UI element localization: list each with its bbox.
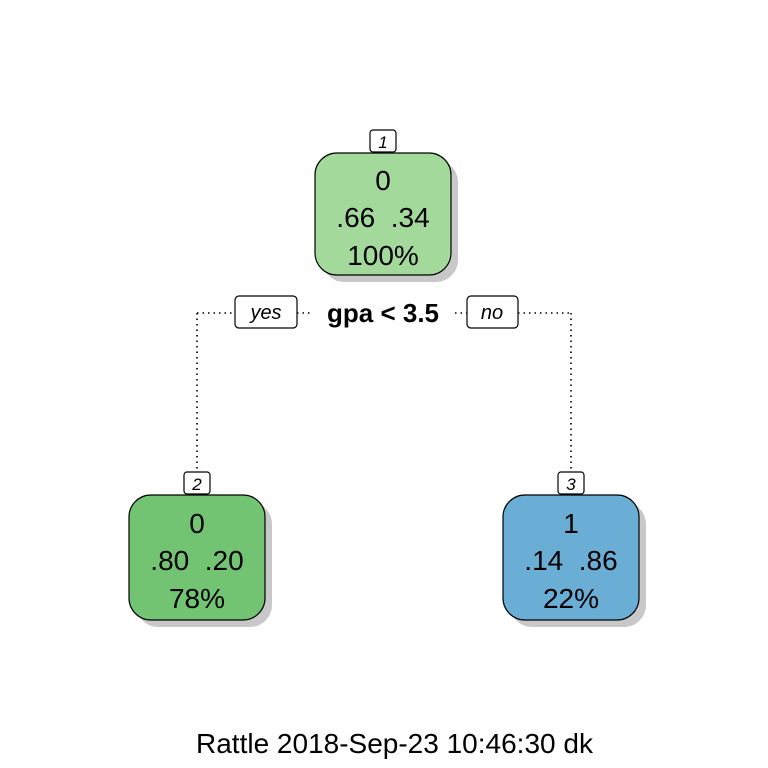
- node-3-percent: 22%: [543, 583, 599, 614]
- node-3-number-label: 3: [566, 475, 576, 494]
- split-label: gpa < 3.5: [327, 298, 439, 328]
- node-1-percent: 100%: [347, 240, 419, 271]
- node-3-box: [502, 494, 640, 621]
- branch-no: no: [466, 295, 519, 329]
- branch-yes-box: [234, 295, 298, 329]
- node-1-number-box: [369, 129, 397, 153]
- node-3-probabilities: .14 .86: [524, 545, 617, 576]
- connector-no-line: [518, 312, 572, 470]
- split-condition: gpa < 3.5: [310, 298, 455, 328]
- tree-node-3: 3 1 .14 .86 22%: [502, 471, 646, 627]
- node-1-probabilities: .66 .34: [336, 202, 429, 233]
- footer-caption: Rattle 2018-Sep-23 10:46:30 dk: [196, 728, 593, 759]
- node-2-box: [128, 494, 266, 621]
- node-3-class-label: 1: [563, 508, 579, 539]
- branch-yes-label: yes: [248, 302, 281, 324]
- tree-connectors: [196, 312, 572, 470]
- node-2-number-label: 2: [191, 475, 202, 494]
- node-3-number-box: [557, 471, 585, 495]
- tree-node-2: 2 0 .80 .20 78%: [128, 471, 272, 627]
- tree-node-1: 1 0 .66 .34 100%: [314, 129, 458, 282]
- node-2-number-box: [183, 471, 211, 495]
- branch-no-label: no: [481, 302, 503, 324]
- split-background: [310, 298, 455, 328]
- node-1-class-label: 0: [375, 165, 391, 196]
- node-2-class-label: 0: [189, 508, 205, 539]
- branch-no-box: [466, 295, 519, 329]
- connector-yes-line: [196, 312, 235, 470]
- node-2-percent: 78%: [169, 583, 225, 614]
- branch-yes: yes: [234, 295, 298, 329]
- node-1-box: [314, 152, 452, 276]
- node-2-probabilities: .80 .20: [150, 545, 243, 576]
- node-1-number-label: 1: [378, 133, 387, 152]
